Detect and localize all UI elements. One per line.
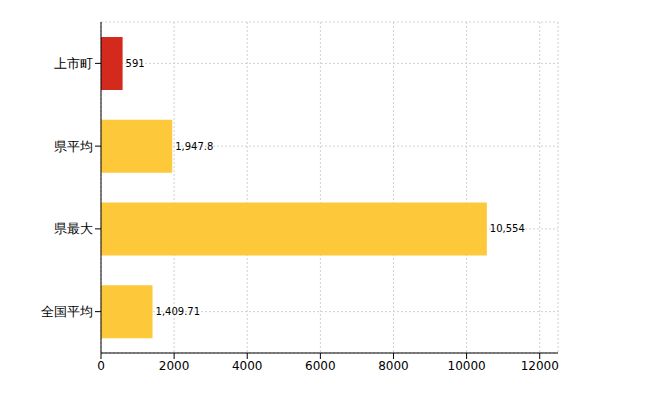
svg-text:1,409.71: 1,409.71 (156, 306, 201, 317)
svg-text:4000: 4000 (232, 359, 263, 373)
svg-text:10000: 10000 (448, 359, 486, 373)
svg-text:全国平均: 全国平均 (41, 304, 93, 319)
svg-text:6000: 6000 (305, 359, 336, 373)
svg-text:10,554: 10,554 (490, 223, 525, 234)
svg-text:県最大: 県最大 (54, 221, 93, 236)
svg-text:12000: 12000 (521, 359, 559, 373)
svg-text:2000: 2000 (159, 359, 190, 373)
svg-text:591: 591 (126, 58, 145, 69)
svg-text:1,947.8: 1,947.8 (175, 141, 213, 152)
svg-text:県平均: 県平均 (54, 139, 93, 154)
svg-text:8000: 8000 (378, 359, 409, 373)
svg-text:0: 0 (97, 359, 105, 373)
svg-text:上市町: 上市町 (54, 56, 93, 71)
